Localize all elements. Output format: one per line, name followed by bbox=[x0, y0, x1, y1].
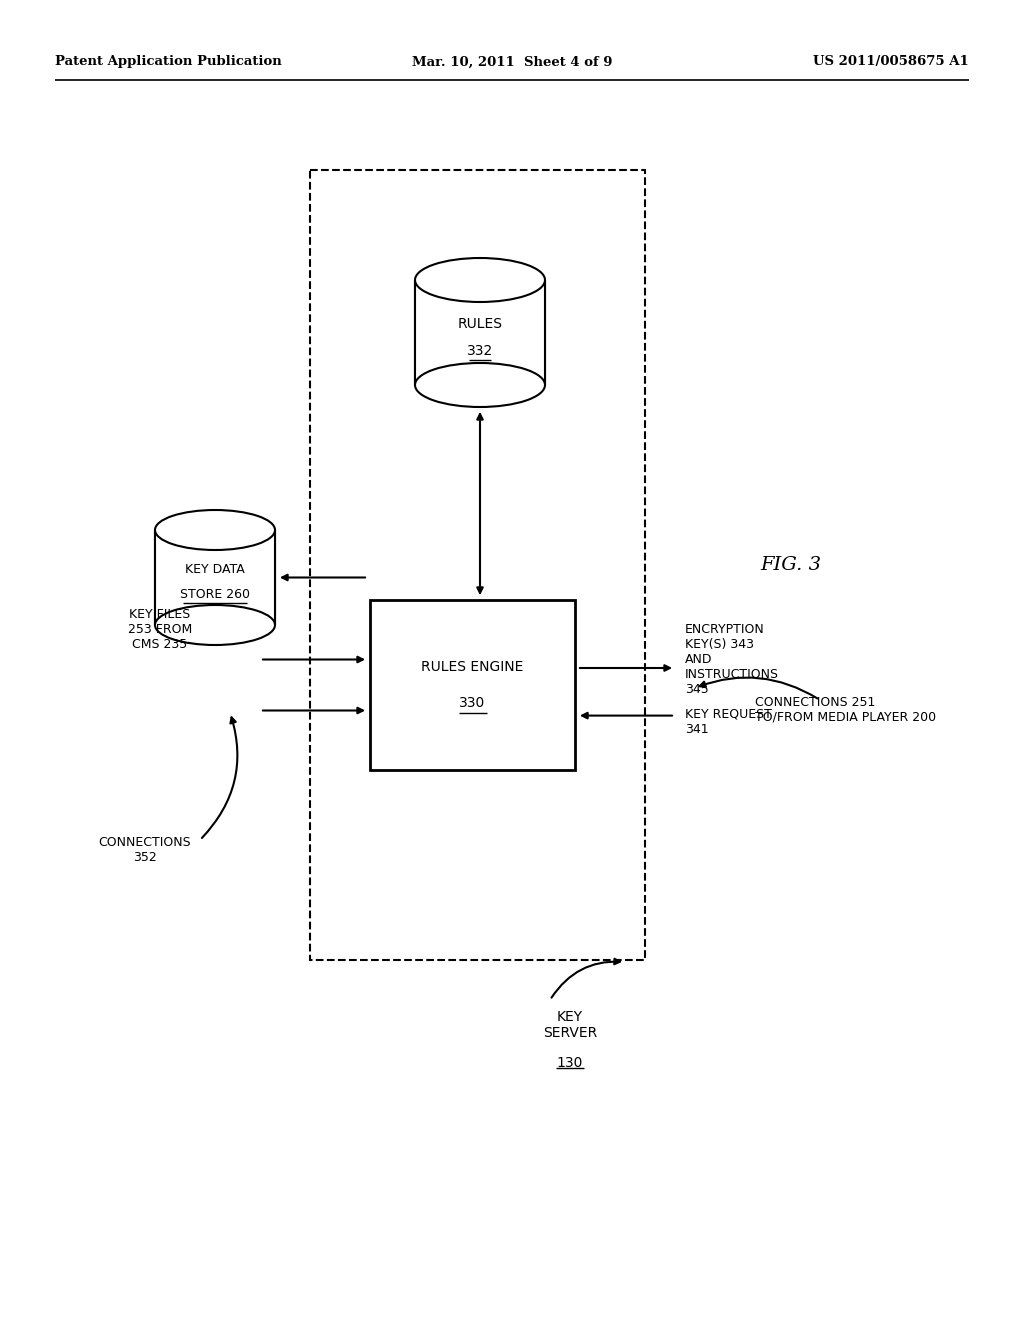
Bar bbox=[155, 531, 275, 624]
Text: CONNECTIONS
352: CONNECTIONS 352 bbox=[98, 836, 191, 865]
Text: 330: 330 bbox=[460, 696, 485, 710]
Text: Patent Application Publication: Patent Application Publication bbox=[55, 55, 282, 69]
Text: RULES: RULES bbox=[458, 317, 503, 331]
Text: 332: 332 bbox=[467, 345, 494, 359]
Text: RULES ENGINE: RULES ENGINE bbox=[421, 660, 523, 675]
Text: KEY DATA: KEY DATA bbox=[185, 564, 245, 577]
Ellipse shape bbox=[155, 605, 275, 645]
Text: US 2011/0058675 A1: US 2011/0058675 A1 bbox=[813, 55, 969, 69]
Text: STORE 260: STORE 260 bbox=[180, 589, 250, 601]
Ellipse shape bbox=[415, 257, 545, 302]
Text: ENCRYPTION
KEY(S) 343
AND
INSTRUCTIONS
345: ENCRYPTION KEY(S) 343 AND INSTRUCTIONS 3… bbox=[685, 623, 779, 696]
Ellipse shape bbox=[415, 363, 545, 407]
Bar bbox=[310, 170, 645, 960]
Text: Mar. 10, 2011  Sheet 4 of 9: Mar. 10, 2011 Sheet 4 of 9 bbox=[412, 55, 612, 69]
Bar bbox=[415, 280, 545, 385]
Text: KEY REQUEST
341: KEY REQUEST 341 bbox=[685, 708, 772, 735]
Text: KEY
SERVER: KEY SERVER bbox=[543, 1010, 597, 1040]
Bar bbox=[370, 601, 575, 770]
Text: KEY FILES
253 FROM
CMS 235: KEY FILES 253 FROM CMS 235 bbox=[128, 609, 193, 651]
Text: 130: 130 bbox=[557, 1056, 584, 1071]
Text: FIG. 3: FIG. 3 bbox=[760, 556, 821, 574]
Text: CONNECTIONS 251
TO/FROM MEDIA PLAYER 200: CONNECTIONS 251 TO/FROM MEDIA PLAYER 200 bbox=[755, 696, 936, 723]
Ellipse shape bbox=[155, 510, 275, 550]
